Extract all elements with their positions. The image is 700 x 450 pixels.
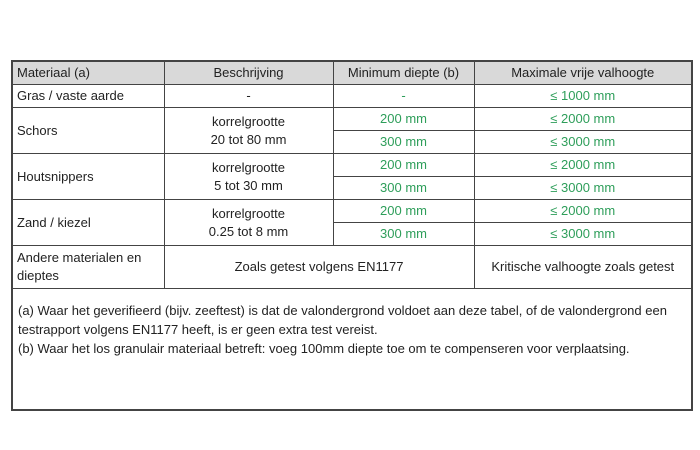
- header-min-depth: Minimum diepte (b): [332, 60, 475, 85]
- min-depth: 200 mm: [332, 107, 475, 131]
- header-max-height: Maximale vrije valhoogte: [473, 60, 693, 85]
- desc-line: korrelgrootte: [212, 205, 285, 221]
- table-row: 300 mm ≤ 3000 mm: [12, 176, 693, 200]
- surfacing-table: Materiaal (a) Beschrijving Minimum diept…: [11, 60, 693, 411]
- header-row: Materiaal (a) Beschrijving Minimum diept…: [11, 60, 693, 85]
- table-row-other: Andere materialen en dieptes Zoals getes…: [11, 245, 693, 289]
- desc-line: korrelgrootte: [212, 159, 285, 175]
- table-row: Houtsnippers korrelgrootte 5 tot 30 mm 20…: [11, 153, 693, 200]
- material: Gras / vaste aarde: [11, 84, 165, 108]
- notes-row: (a) Waar het geverifieerd (bijv. zeeftes…: [11, 288, 693, 411]
- notes: (a) Waar het geverifieerd (bijv. zeeftes…: [11, 288, 693, 411]
- table-row: Gras / vaste aarde - - ≤ 1000 mm: [11, 84, 693, 108]
- min-depth: 300 mm: [332, 130, 475, 154]
- max-height: ≤ 2000 mm: [473, 107, 693, 131]
- max-height: Kritische valhoogte zoals getest: [473, 245, 693, 289]
- description: korrelgrootte 0.25 tot 8 mm: [163, 199, 334, 246]
- max-height: ≤ 3000 mm: [473, 222, 693, 246]
- note-a: (a) Waar het geverifieerd (bijv. zeeftes…: [18, 303, 667, 337]
- header-description: Beschrijving: [163, 60, 334, 85]
- note-b: (b) Waar het los granulair materiaal bet…: [18, 341, 630, 356]
- tested-note: Zoals getest volgens EN1177: [163, 245, 475, 289]
- table-row: Schors korrelgrootte 20 tot 80 mm 200 mm …: [11, 107, 693, 154]
- min-depth: 200 mm: [332, 199, 475, 223]
- header-material: Materiaal (a): [11, 60, 165, 85]
- table-row: 300 mm ≤ 3000 mm: [12, 130, 693, 154]
- description: korrelgrootte 5 tot 30 mm: [163, 153, 334, 200]
- max-height: ≤ 1000 mm: [473, 84, 693, 108]
- desc-line: korrelgrootte: [212, 113, 285, 129]
- material: Andere materialen en dieptes: [11, 245, 165, 289]
- min-depth: 300 mm: [332, 176, 475, 200]
- min-depth: -: [332, 84, 475, 108]
- max-height: ≤ 2000 mm: [473, 199, 693, 223]
- max-height: ≤ 2000 mm: [473, 153, 693, 177]
- description: korrelgrootte 20 tot 80 mm: [163, 107, 334, 154]
- table-row: Zand / kiezel korrelgrootte 0.25 tot 8 mm…: [11, 199, 693, 246]
- desc-line: 5 tot 30 mm: [214, 177, 283, 193]
- material: Schors: [11, 107, 165, 154]
- desc-line: 20 tot 80 mm: [210, 131, 287, 147]
- table-row: 300 mm ≤ 3000 mm: [12, 222, 693, 246]
- max-height: ≤ 3000 mm: [473, 176, 693, 200]
- desc-line: 0.25 tot 8 mm: [208, 223, 289, 239]
- material: Houtsnippers: [11, 153, 165, 200]
- max-height: ≤ 3000 mm: [473, 130, 693, 154]
- min-depth: 200 mm: [332, 153, 475, 177]
- description: -: [163, 84, 334, 108]
- material: Zand / kiezel: [11, 199, 165, 246]
- min-depth: 300 mm: [332, 222, 475, 246]
